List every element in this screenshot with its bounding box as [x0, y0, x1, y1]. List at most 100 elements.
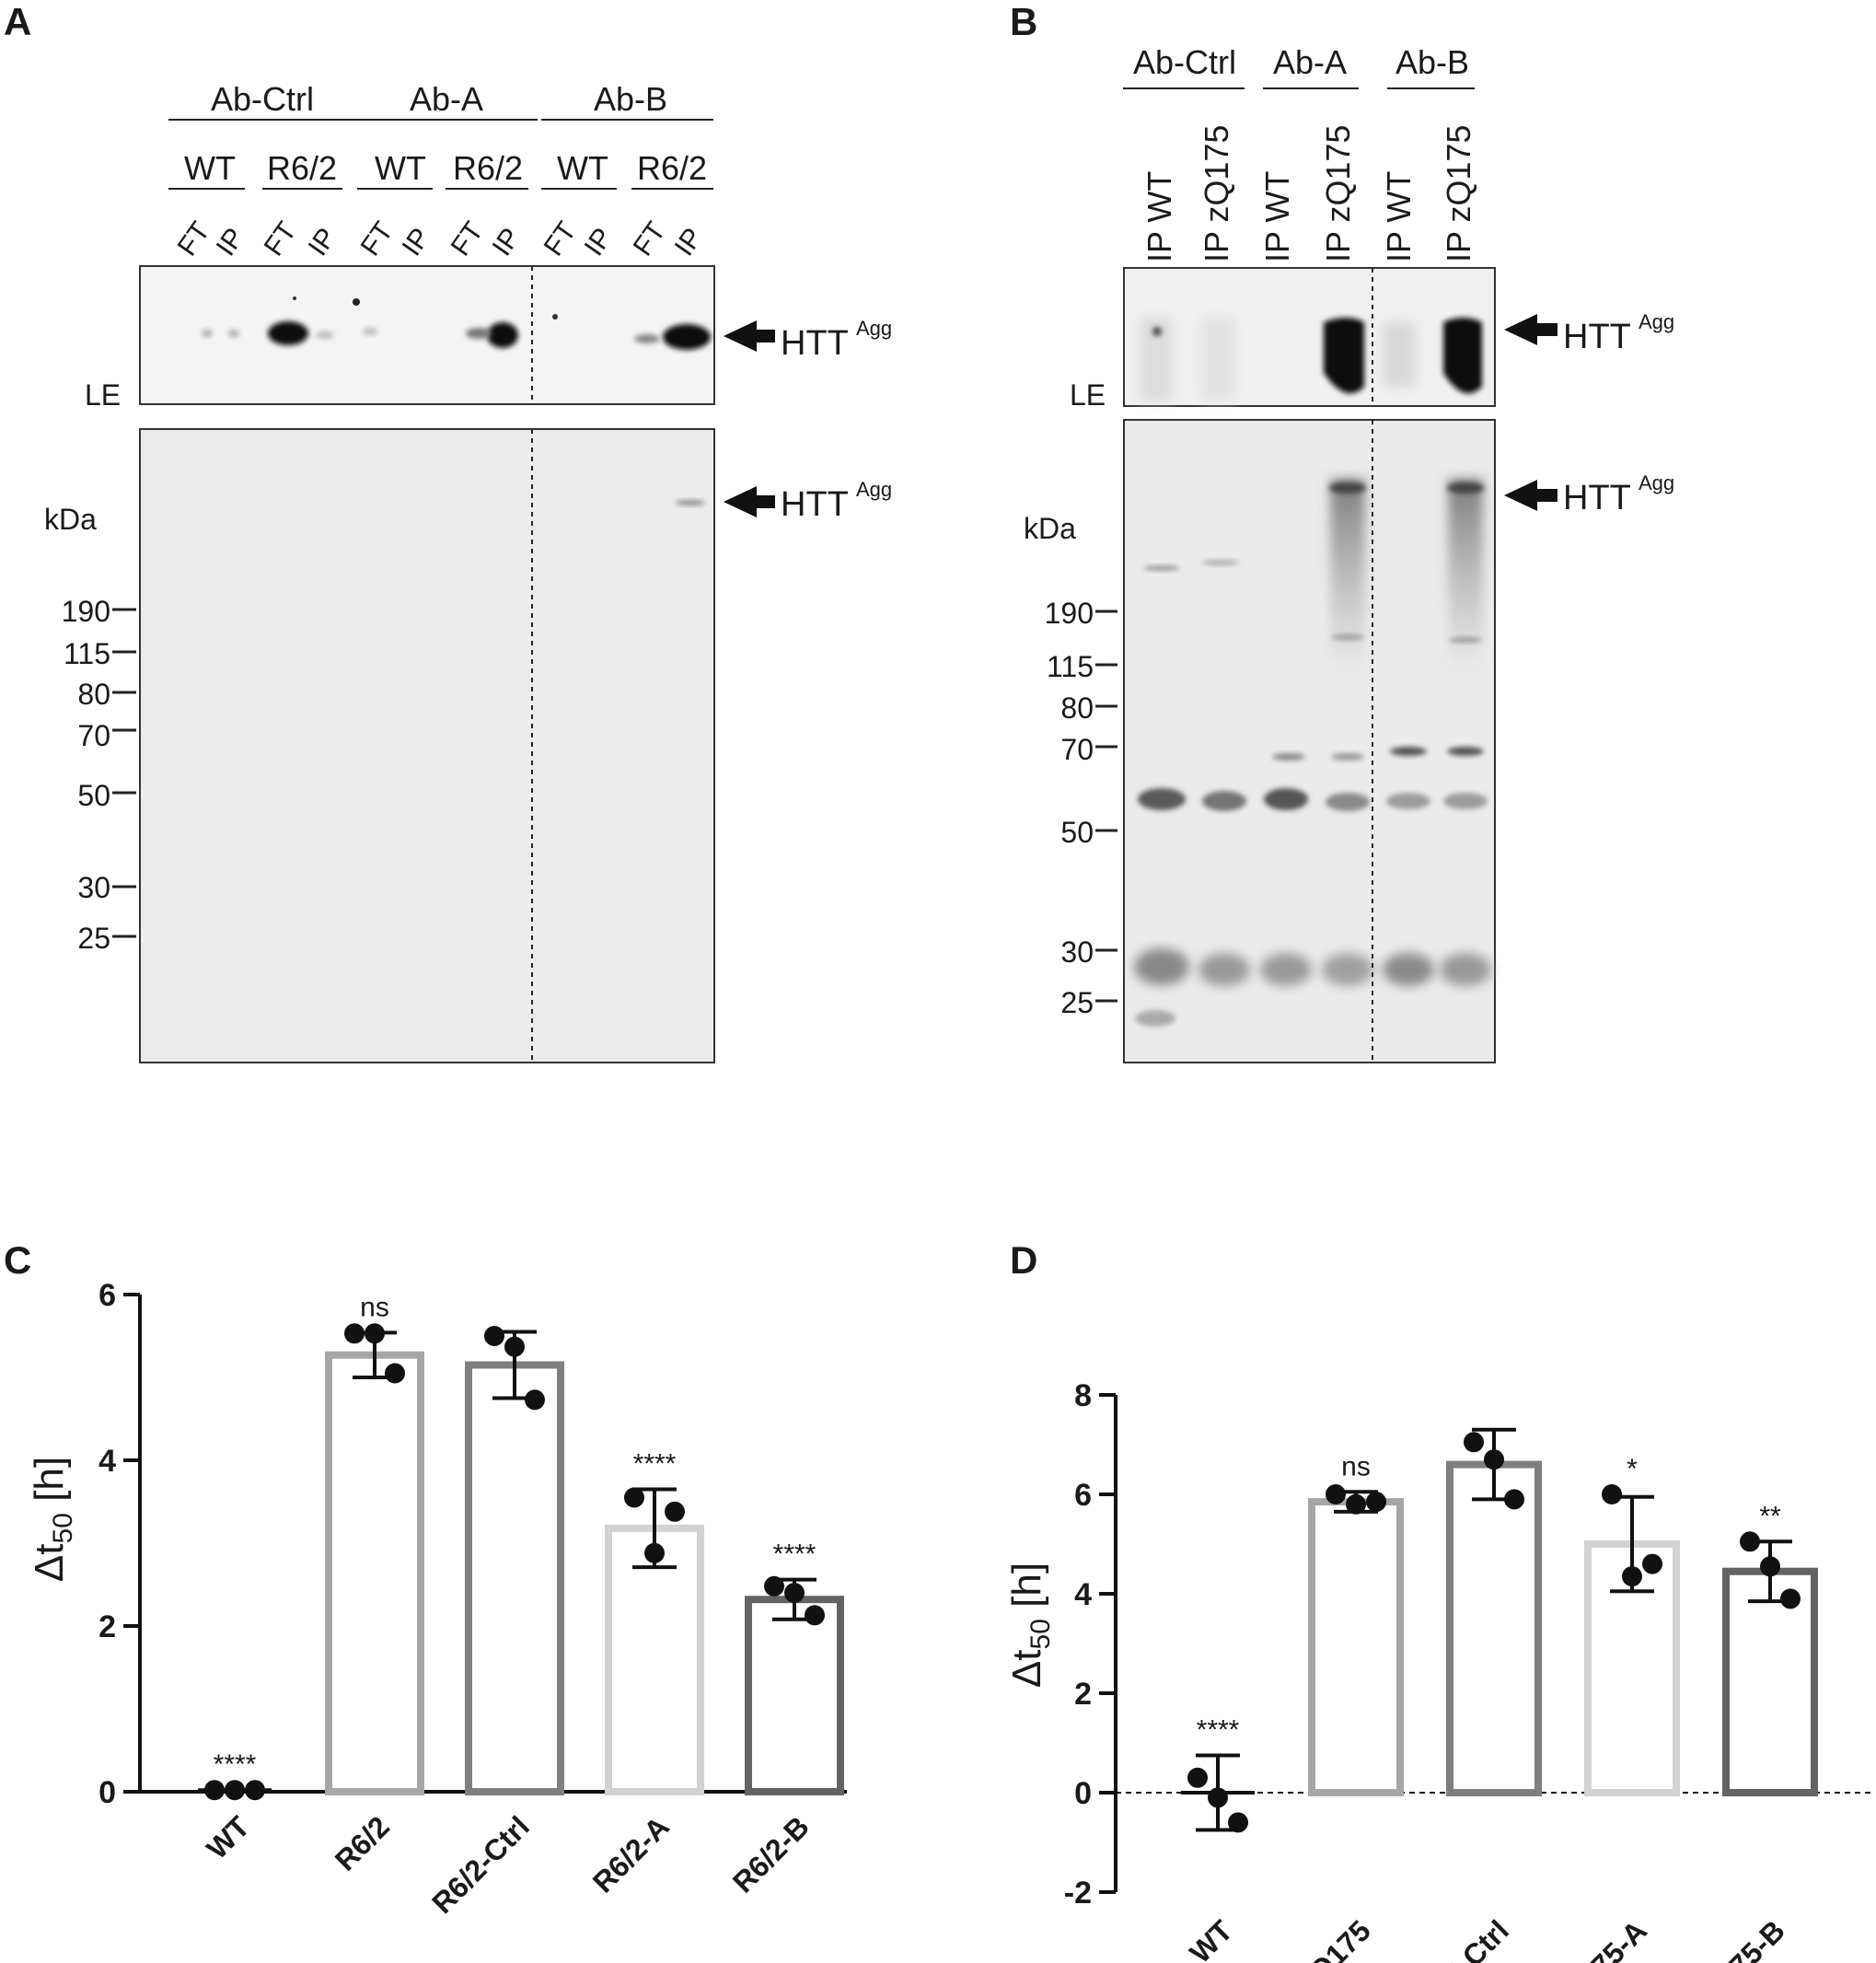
blot-b-lane-2: IP zQ175 — [1198, 125, 1235, 262]
blot-a-lane-11: FT — [628, 216, 672, 261]
blot-a-marker-70: 70 — [77, 719, 110, 752]
y-tick-label: 4 — [98, 1444, 116, 1479]
data-point — [504, 1336, 525, 1357]
blot-a-group-2: Ab-A — [410, 80, 483, 118]
blot-b-headers: Ab-Ctrl Ab-A Ab-B IP WT IP zQ175 IP WT I… — [1123, 43, 1477, 262]
chart-d: -2 0 2 4 6 8 Δt50 [h] **** WT ns zQ175zQ175-Ctrl * z… — [1004, 1378, 1872, 1963]
y-axis-label: Δt50 [h] — [1004, 1562, 1056, 1688]
blot-a-lane-2: IP — [211, 223, 250, 261]
blot-b-lane-6: IP zQ175 — [1440, 125, 1477, 262]
significance-label: ns — [1341, 1451, 1371, 1481]
data-point — [385, 1363, 405, 1384]
y-axis-label: Δt50 [h] — [27, 1457, 78, 1582]
blot-a-marker-190: 190 — [62, 595, 110, 628]
blot-a-marker-25: 25 — [77, 922, 110, 955]
blot-b-lane-5: IP WT — [1380, 171, 1418, 262]
blot-b-lane-1: IP WT — [1141, 171, 1178, 262]
data-point — [225, 1780, 245, 1801]
x-tick-label: zQ175-A — [1546, 1913, 1653, 1963]
data-point — [344, 1323, 365, 1344]
data-point — [1464, 1432, 1484, 1453]
blot-a-kda: kDa — [44, 503, 97, 536]
significance-label: **** — [214, 1749, 257, 1780]
x-tick-label: zQ175-Ctrl — [1387, 1913, 1515, 1963]
data-point — [1780, 1588, 1801, 1609]
blot-a-genotype-4: R6/2 — [453, 149, 523, 187]
y-tick-label: 2 — [1074, 1677, 1092, 1712]
blot-b-main: kDa 190 115 80 70 50 30 25 — [1024, 419, 1496, 1063]
data-point — [1326, 1484, 1346, 1504]
panel-label-d: D — [1010, 1238, 1037, 1282]
blot-a-lane-7: FT — [446, 216, 490, 261]
significance-label: **** — [773, 1539, 816, 1570]
y-tick-label: 2 — [98, 1609, 116, 1644]
bar — [745, 1596, 844, 1795]
blot-b-arrow-main-label: HTT — [1563, 479, 1631, 517]
blot-a-marker-80: 80 — [77, 678, 110, 711]
blot-b-arrow-main-sup: Agg — [1639, 471, 1674, 494]
blot-b-arrow-le-label: HTT — [1563, 318, 1631, 356]
x-tick-label: R6/2-A — [586, 1809, 676, 1899]
blot-a-arrow-main-label: HTT — [781, 485, 849, 524]
x-tick-label: zQ175-B — [1685, 1913, 1791, 1963]
bar — [465, 1361, 564, 1795]
data-point — [805, 1605, 825, 1626]
blot-b-marker-30: 30 — [1060, 935, 1094, 969]
blot-b-marker-115: 115 — [1047, 650, 1094, 683]
y-tick-label: 4 — [1074, 1577, 1092, 1612]
data-point — [1622, 1566, 1642, 1587]
blot-a-lane-1: FT — [172, 216, 216, 261]
panel-label-c: C — [4, 1238, 31, 1282]
data-point — [1642, 1553, 1662, 1574]
x-tick-label: zQ175 — [1292, 1913, 1377, 1963]
blot-b-marker-80: 80 — [1060, 691, 1094, 725]
blot-a-main: kDa 190 115 80 70 50 30 25 — [44, 428, 715, 1063]
data-point — [245, 1780, 265, 1801]
blot-b-group-2: Ab-A — [1273, 43, 1347, 81]
y-tick-label: 8 — [1074, 1378, 1092, 1413]
data-point — [1366, 1492, 1386, 1513]
blot-a-lane-4: IP — [303, 223, 342, 261]
blot-a-genotype-6: R6/2 — [637, 149, 707, 187]
data-point — [1484, 1449, 1504, 1470]
bar — [1308, 1498, 1404, 1796]
significance-label: * — [1627, 1454, 1638, 1484]
data-point — [1187, 1767, 1208, 1788]
data-point — [484, 1326, 504, 1346]
y-tick-label: 0 — [1074, 1776, 1092, 1811]
blot-a-lane-3: FT — [259, 216, 303, 261]
blot-a-arrow-le-label: HTT — [781, 324, 849, 363]
blot-b-group-3: Ab-B — [1395, 43, 1469, 81]
significance-label: **** — [1197, 1715, 1240, 1746]
data-point — [1760, 1556, 1780, 1577]
data-point — [665, 1501, 685, 1522]
blot-a-le: LE — [85, 265, 715, 412]
y-tick-label: -2 — [1064, 1876, 1092, 1911]
blot-a-group-3: Ab-B — [594, 80, 667, 118]
blot-b-group-1: Ab-Ctrl — [1133, 43, 1236, 81]
blot-b-marker-50: 50 — [1060, 816, 1094, 849]
blot-a-genotype-2: R6/2 — [267, 149, 337, 187]
data-point — [204, 1780, 225, 1801]
significance-label: ns — [360, 1292, 389, 1322]
data-point — [1346, 1493, 1366, 1515]
blot-a-lane-6: IP — [397, 223, 436, 261]
blot-a-marker-115: 115 — [64, 637, 110, 670]
blot-b-marker-25: 25 — [1060, 986, 1094, 1019]
blot-b-lane-3: IP WT — [1258, 171, 1296, 262]
data-point — [764, 1575, 784, 1597]
data-point — [1740, 1531, 1760, 1552]
bar — [1722, 1567, 1818, 1796]
blot-a-group-1: Ab-Ctrl — [211, 80, 314, 118]
chart-c: 0 2 4 6 Δt50 [h] **** WT ns R6/2 R6/2-Ctrl **** R6/… — [27, 1278, 847, 1920]
blot-a-lane-5: FT — [355, 216, 400, 261]
x-tick-label: R6/2-B — [726, 1809, 816, 1899]
blot-b-le-label: LE — [1070, 378, 1106, 412]
significance-label: **** — [633, 1449, 677, 1480]
y-tick-label: 0 — [98, 1775, 116, 1810]
blot-a-marker-50: 50 — [77, 779, 110, 812]
panel-label-b: B — [1010, 0, 1037, 43]
data-point — [525, 1389, 545, 1411]
data-point — [365, 1323, 385, 1344]
